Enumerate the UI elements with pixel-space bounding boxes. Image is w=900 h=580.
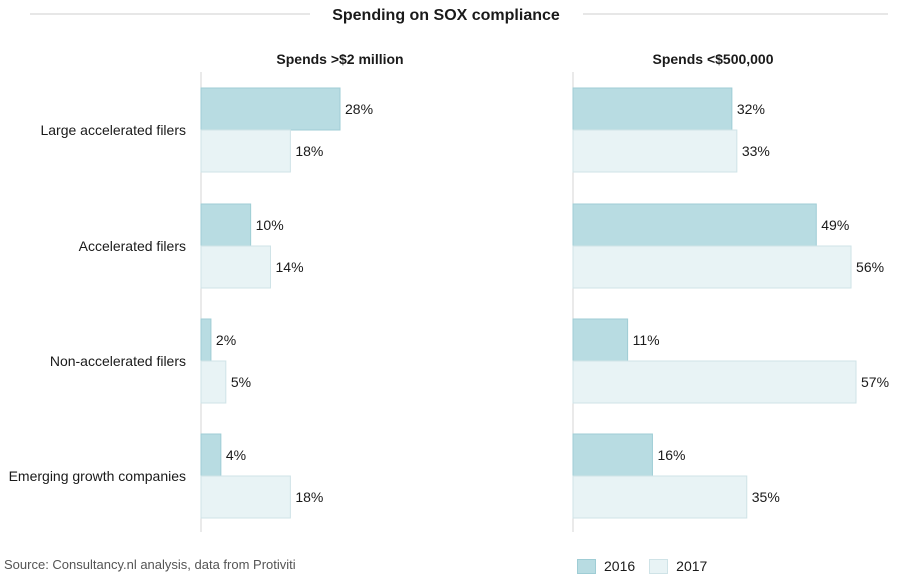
source-note: Source: Consultancy.nl analysis, data fr…: [4, 557, 296, 572]
category-label-emerging-growth-companies: Emerging growth companies: [9, 468, 186, 484]
data-label-panel2-large-accelerated-filers-2017: 33%: [742, 143, 770, 159]
data-label-panel1-emerging-growth-companies-2016: 4%: [226, 447, 246, 463]
category-label-accelerated-filers: Accelerated filers: [79, 238, 186, 254]
bar-panel2-emerging-growth-companies-2016: [572, 433, 653, 477]
category-label-large-accelerated-filers: Large accelerated filers: [40, 122, 186, 138]
data-label-panel2-emerging-growth-companies-2017: 35%: [752, 489, 780, 505]
legend: 2016 2017: [577, 558, 721, 574]
bar-panel2-large-accelerated-filers-2017: [572, 129, 738, 173]
legend-label-2016: 2016: [604, 558, 636, 574]
data-label-panel2-large-accelerated-filers-2016: 32%: [737, 101, 765, 117]
bar-panel1-large-accelerated-filers-2016: [200, 87, 341, 131]
legend-swatch-2016: [577, 558, 596, 574]
legend-label-2017: 2017: [676, 558, 708, 574]
data-label-panel1-accelerated-filers-2017: 14%: [276, 259, 304, 275]
bar-panel2-non-accelerated-filers-2017: [572, 360, 857, 404]
legend-item-2016: 2016: [577, 558, 635, 574]
bar-panel1-accelerated-filers-2017: [200, 245, 272, 289]
bar-panel2-accelerated-filers-2017: [572, 245, 852, 289]
bar-panel1-large-accelerated-filers-2017: [200, 129, 291, 173]
data-label-panel2-emerging-growth-companies-2016: 16%: [657, 447, 685, 463]
panel-title-right: Spends <$500,000: [652, 51, 773, 67]
data-label-panel2-accelerated-filers-2016: 49%: [821, 217, 849, 233]
legend-swatch-2017: [649, 558, 669, 574]
category-label-non-accelerated-filers: Non-accelerated filers: [50, 353, 186, 369]
bar-panel1-accelerated-filers-2016: [200, 203, 252, 247]
bar-panel1-non-accelerated-filers-2016: [200, 318, 212, 362]
chart-title: Spending on SOX compliance: [332, 7, 560, 24]
bar-panel1-emerging-growth-companies-2017: [200, 475, 291, 519]
bar-panel2-large-accelerated-filers-2016: [572, 87, 733, 131]
bar-panel1-non-accelerated-filers-2017: [200, 360, 227, 404]
data-label-panel1-large-accelerated-filers-2017: 18%: [295, 143, 323, 159]
panel-title-left: Spends >$2 million: [276, 51, 403, 67]
data-label-panel1-emerging-growth-companies-2017: 18%: [295, 489, 323, 505]
data-label-panel1-accelerated-filers-2016: 10%: [256, 217, 284, 233]
bar-panel1-emerging-growth-companies-2016: [200, 433, 222, 477]
data-label-panel1-non-accelerated-filers-2016: 2%: [216, 332, 236, 348]
data-label-panel2-accelerated-filers-2017: 56%: [856, 259, 884, 275]
data-label-panel1-non-accelerated-filers-2017: 5%: [231, 374, 251, 390]
data-label-panel2-non-accelerated-filers-2016: 11%: [633, 332, 660, 348]
bar-panel2-non-accelerated-filers-2016: [572, 318, 629, 362]
bar-panel2-emerging-growth-companies-2017: [572, 475, 748, 519]
bar-panel2-accelerated-filers-2016: [572, 203, 817, 247]
legend-item-2017: 2017: [649, 558, 707, 574]
data-label-panel2-non-accelerated-filers-2017: 57%: [861, 374, 889, 390]
data-label-panel1-large-accelerated-filers-2016: 28%: [345, 101, 373, 117]
